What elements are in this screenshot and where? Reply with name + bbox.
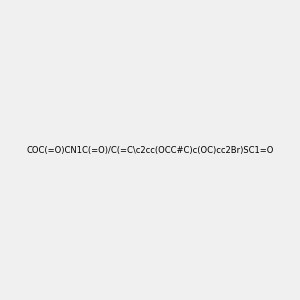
Text: COC(=O)CN1C(=O)/C(=C\c2cc(OCC#C)c(OC)cc2Br)SC1=O: COC(=O)CN1C(=O)/C(=C\c2cc(OCC#C)c(OC)cc2… (26, 146, 274, 154)
